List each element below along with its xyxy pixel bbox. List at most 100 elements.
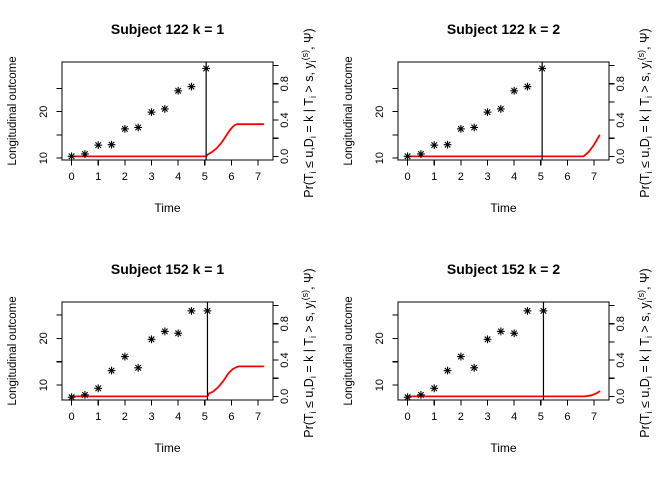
plot-svg-subject-122-k1: Subject 122 k = 1 0 1 2 3 4 5 6 7 Time 10 20 Longitu… — [7, 21, 318, 215]
data-point-star — [470, 123, 479, 132]
x-axis-title: Time — [154, 441, 181, 455]
data-point-star — [483, 335, 492, 344]
data-point-star — [160, 327, 169, 336]
x-axis: 0 1 2 3 4 5 6 7 — [405, 160, 597, 183]
plot-svg-subject-152-k1: Subject 152 k = 1 0 1 2 3 4 5 6 7 Time 10 20 Longitu… — [7, 261, 318, 455]
data-point-star — [417, 390, 425, 399]
data-point-star — [147, 108, 156, 117]
y-axis-title-right: Pr(Ti ≤ u,Di = k | Ti > s, yi(s), Ψ) — [300, 28, 318, 197]
data-point-star — [107, 140, 116, 149]
y-tick-label-right: 0.8 — [279, 316, 291, 331]
data-point-star — [510, 86, 519, 95]
panel-title: Subject 152 k = 1 — [111, 261, 224, 277]
x-tick-label: 3 — [484, 171, 490, 183]
data-point-star — [496, 105, 505, 113]
y-axis-title-right: Pr(Ti ≤ u,Di = k | Ti > s, yi(s), Ψ) — [300, 268, 318, 437]
longitudinal-points — [67, 64, 211, 161]
y-axis-title-left: Longitudinal outcome — [7, 296, 19, 405]
x-tick-label: 1 — [95, 171, 101, 183]
data-point-star — [203, 306, 212, 315]
x-tick-label: 1 — [431, 171, 437, 183]
panel-title: Subject 122 k = 1 — [111, 21, 224, 37]
y-tick-label-right: 0.0 — [615, 389, 627, 404]
plot-box — [61, 301, 274, 401]
x-axis: 0 1 2 3 4 5 6 7 — [69, 400, 261, 423]
data-point-star — [430, 384, 439, 393]
data-point-star — [430, 141, 439, 150]
y-axis-right: 0.0 0.4 0.8 — [273, 305, 291, 404]
y-tick-label-right: 0.0 — [279, 149, 291, 164]
longitudinal-points — [67, 306, 212, 402]
x-tick-label: 3 — [484, 411, 490, 423]
data-point-star — [403, 152, 412, 161]
panel-title: Subject 152 k = 2 — [447, 261, 560, 277]
panel-subject-122-k1: Subject 122 k = 1 0 1 2 3 4 5 6 7 Time 10 20 Longitu… — [0, 0, 336, 240]
x-tick-label: 4 — [175, 411, 181, 423]
probability-curve — [70, 123, 265, 158]
x-tick-label: 5 — [202, 411, 208, 423]
x-tick-label: 7 — [255, 411, 261, 423]
x-tick-label: 6 — [228, 411, 234, 423]
x-tick-label: 3 — [148, 171, 154, 183]
plot-box — [61, 61, 274, 161]
data-point-star — [538, 64, 547, 73]
y-tick-label-left: 20 — [374, 106, 386, 118]
data-point-star — [120, 124, 129, 133]
x-tick-label: 2 — [458, 171, 464, 183]
y-tick-label-right: 0.4 — [615, 352, 627, 367]
data-point-star — [523, 82, 532, 91]
y-axis-left: 10 20 — [374, 314, 398, 391]
probability-curve — [70, 365, 265, 398]
x-axis: 0 1 2 3 4 5 6 7 — [405, 400, 597, 423]
x-axis: 0 1 2 3 4 5 6 7 — [69, 160, 261, 183]
data-point-star — [81, 390, 89, 399]
data-point-star — [539, 306, 548, 315]
y-axis-title-left: Longitudinal outcome — [7, 56, 19, 165]
y-tick-label-right: 0.0 — [279, 389, 291, 404]
panel-subject-152-k1: Subject 152 k = 1 0 1 2 3 4 5 6 7 Time 10 20 Longitu… — [0, 240, 336, 480]
x-tick-label: 1 — [95, 411, 101, 423]
y-tick-label-left: 20 — [38, 332, 50, 344]
data-point-star — [417, 150, 425, 158]
y-axis-left: 10 20 — [38, 87, 62, 164]
data-point-star — [470, 363, 479, 372]
x-tick-label: 6 — [228, 171, 234, 183]
x-axis-title: Time — [154, 201, 181, 215]
x-tick-label: 2 — [458, 411, 464, 423]
x-tick-label: 7 — [591, 411, 597, 423]
x-tick-label: 5 — [202, 171, 208, 183]
data-point-star — [523, 306, 532, 315]
data-point-star — [187, 306, 196, 315]
data-point-star — [496, 327, 505, 336]
data-point-star — [174, 86, 183, 95]
data-point-star — [134, 363, 143, 372]
y-tick-label-left: 10 — [374, 379, 386, 391]
x-tick-label: 4 — [511, 171, 517, 183]
y-tick-label-right: 0.0 — [615, 149, 627, 164]
panel-subject-122-k2: Subject 122 k = 2 0 1 2 3 4 5 6 7 Time 10 20 Longitu… — [336, 0, 672, 240]
y-axis-right: 0.0 0.4 0.8 — [609, 305, 627, 404]
plot-box — [397, 61, 610, 161]
data-point-star — [94, 384, 103, 393]
x-tick-label: 6 — [564, 171, 570, 183]
x-axis-title: Time — [490, 201, 517, 215]
probability-curve — [406, 134, 601, 158]
y-tick-label-left: 10 — [38, 152, 50, 164]
y-tick-label-right: 0.4 — [615, 112, 627, 127]
data-point-star — [94, 141, 103, 150]
x-axis-title: Time — [490, 441, 517, 455]
x-tick-label: 4 — [511, 411, 517, 423]
x-tick-label: 4 — [175, 171, 181, 183]
probability-curve — [406, 390, 601, 398]
y-tick-label-left: 10 — [374, 152, 386, 164]
y-tick-label-right: 0.8 — [615, 316, 627, 331]
data-point-star — [160, 105, 169, 113]
data-point-star — [443, 366, 452, 375]
data-point-star — [147, 335, 156, 344]
y-axis-title-right: Pr(Ti ≤ u,Di = k | Ti > s, yi(s), Ψ) — [636, 28, 654, 197]
data-point-star — [67, 152, 76, 161]
x-tick-label: 0 — [69, 411, 75, 423]
longitudinal-points — [403, 64, 547, 161]
x-tick-label: 0 — [405, 411, 411, 423]
y-tick-label-right: 0.8 — [615, 76, 627, 91]
